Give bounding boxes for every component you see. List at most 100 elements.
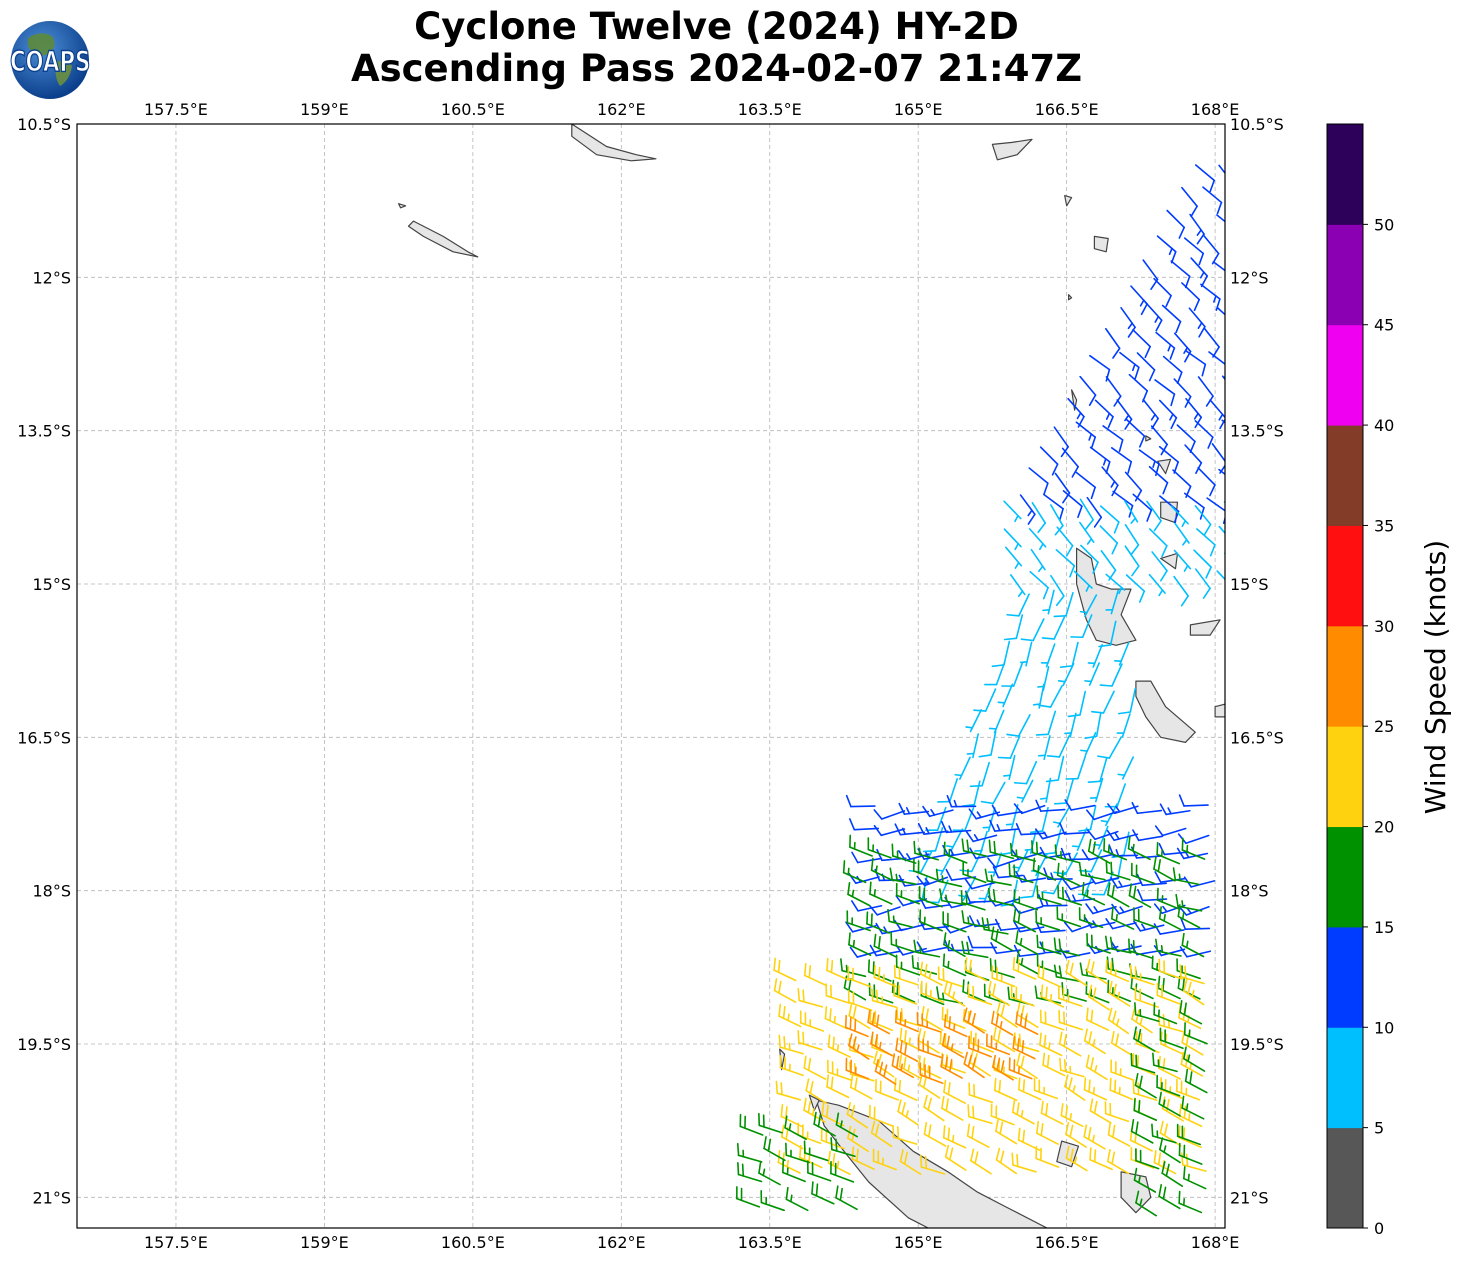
wind-barb: [989, 819, 1020, 832]
wind-barb: [758, 1112, 783, 1134]
wind-barb: [1116, 399, 1133, 430]
wind-barb: [827, 1059, 852, 1081]
wind-barb: [1040, 984, 1065, 1008]
wind-barb: [935, 868, 963, 888]
wind-barb: [1016, 1052, 1038, 1079]
wind-barb: [894, 1077, 918, 1101]
wind-barb: [1181, 186, 1198, 218]
wind-barb: [1056, 862, 1081, 887]
island-new-caledonia: [815, 1099, 1048, 1228]
lon-tick-label-bottom: 166.5°E: [1035, 1233, 1099, 1252]
lon-tick-label-top: 162°E: [597, 100, 646, 119]
wind-barb: [1179, 1000, 1203, 1025]
wind-barb: [1162, 355, 1183, 384]
wind-barb: [1110, 1030, 1134, 1057]
wind-barb: [1172, 867, 1200, 886]
wind-barb: [1181, 837, 1206, 860]
lat-tick-label-left: 10.5°S: [17, 115, 71, 134]
wind-barb: [826, 957, 850, 982]
wind-barb: [1155, 938, 1182, 957]
wind-barb: [846, 1102, 869, 1129]
wind-barb: [1206, 497, 1225, 525]
wind-barb: [1089, 1098, 1112, 1124]
wind-barb: [1184, 349, 1207, 377]
wind-barb: [736, 1186, 761, 1208]
wind-barb: [991, 1054, 1014, 1081]
wind-barb: [1106, 829, 1139, 842]
wind-barb: [923, 1121, 947, 1147]
colorbar-label: Wind Speed (knots): [1419, 540, 1452, 814]
wind-barb: [1144, 301, 1163, 332]
wind-barb: [777, 1150, 801, 1174]
wind-barb: [870, 1120, 893, 1148]
wind-barb: [1010, 574, 1026, 598]
wind-barb: [867, 1009, 891, 1035]
lat-tick-label-left: 15°S: [32, 575, 71, 594]
colorbar-tick-label: 0: [1374, 1219, 1384, 1238]
wind-barb: [1029, 570, 1049, 600]
wind-barb: [940, 1054, 963, 1079]
lon-tick-label-top: 165°E: [894, 100, 943, 119]
colorbar-bin: [1327, 224, 1363, 326]
wind-barb: [1028, 528, 1047, 551]
wind-barb: [1013, 803, 1046, 815]
wind-barb: [961, 780, 981, 807]
wind-barb: [1181, 932, 1205, 958]
island-vanikoro: [1068, 294, 1073, 301]
wind-barb: [1062, 879, 1095, 891]
wind-barb: [1148, 465, 1169, 495]
wind-barb: [962, 861, 987, 884]
wind-barb: [1006, 593, 1030, 617]
colorbar-tick-label: 20: [1374, 818, 1394, 837]
wind-barb: [1154, 825, 1187, 837]
wind-barb: [784, 1115, 807, 1141]
wind-barb: [1216, 307, 1225, 316]
wind-barb: [1031, 501, 1047, 534]
wind-barb: [943, 1014, 968, 1038]
wind-barb: [1133, 920, 1165, 932]
wind-barb: [988, 839, 1015, 860]
wind-barb: [1058, 1031, 1082, 1057]
island-utupua: [1093, 235, 1109, 253]
wind-barb: [813, 1111, 836, 1137]
wind-barb: [1159, 1137, 1181, 1164]
wind-barb: [1196, 528, 1216, 557]
wind-barb: [917, 822, 949, 835]
wind-barb: [847, 881, 871, 907]
wind-barb: [1091, 690, 1115, 714]
wind-barb: [1040, 1100, 1064, 1125]
wind-barb: [1083, 1124, 1106, 1150]
wind-barb: [1003, 500, 1022, 523]
wind-barb: [1202, 186, 1223, 215]
wind-barb: [1009, 842, 1037, 862]
wind-barb: [991, 804, 1023, 817]
wind-barb: [845, 1057, 870, 1080]
wind-barb: [1059, 822, 1090, 835]
wind-barb: [1061, 981, 1087, 1002]
wind-barb: [941, 1095, 964, 1121]
wind-barb: [1079, 498, 1094, 530]
wind-barb: [941, 1033, 965, 1059]
wind-barb: [1132, 829, 1164, 842]
wind-barb: [842, 860, 867, 884]
wind-barb: [1170, 505, 1189, 528]
lon-tick-label-top: 160.5°E: [441, 100, 505, 119]
lat-tick-label-left: 12°S: [32, 268, 71, 287]
wind-barb: [1061, 447, 1079, 478]
wind-barb: [1101, 466, 1119, 497]
wind-barb: [922, 827, 944, 853]
wind-barb: [758, 1160, 781, 1186]
wind-barb: [1042, 828, 1062, 855]
wind-barb: [1084, 662, 1100, 686]
wind-barb: [1110, 446, 1133, 474]
wind-barb: [848, 1033, 870, 1060]
wind-barb: [968, 1082, 994, 1104]
wind-barb: [898, 1054, 922, 1079]
colorbar-tick-label: 30: [1374, 617, 1394, 636]
wind-barb: [1089, 354, 1111, 382]
wind-barb: [827, 1034, 852, 1058]
wind-barb: [1117, 687, 1137, 715]
wind-barb: [995, 1147, 1018, 1175]
wind-barb: [1133, 1098, 1158, 1121]
wind-barb: [1013, 1032, 1040, 1053]
